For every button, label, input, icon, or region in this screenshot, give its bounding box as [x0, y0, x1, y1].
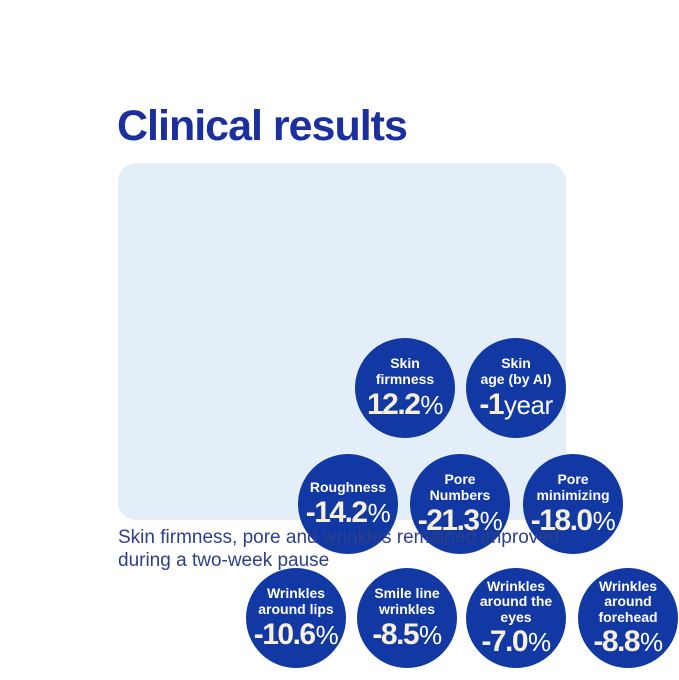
bubble-value: -1: [479, 387, 504, 421]
bubble-wrinkles-lips: Wrinkles around lips -10.6 %: [246, 568, 346, 668]
bubble-pore-minimizing: Pore minimizing -18.0 %: [523, 454, 623, 554]
bubble-value: -8.8: [593, 624, 640, 658]
bubble-label: Roughness: [309, 479, 387, 496]
bubble-wrinkles-eyes: Wrinkles around the eyes -7.0 %: [466, 568, 566, 668]
bubble-value-row: -1 year: [479, 387, 553, 421]
bubble-unit: %: [528, 626, 551, 657]
bubble-label: Wrinkles around the eyes: [479, 578, 553, 625]
bubble-label: Wrinkles around forehead: [598, 578, 658, 625]
bubble-value-row: -8.5 %: [372, 617, 442, 651]
bubble-value-row: -7.0 %: [481, 624, 551, 658]
bubble-value-row: -21.3 %: [417, 503, 503, 537]
bubble-pore-numbers: Pore Numbers -21.3 %: [410, 454, 510, 554]
bubble-skin-age: Skin age (by AI) -1 year: [466, 338, 566, 438]
results-panel: Skin firmness 12.2 % Skin age (by AI) -1…: [118, 163, 678, 668]
bubble-label: Skin firmness: [375, 355, 435, 387]
bubble-value: -14.2: [305, 495, 368, 529]
bubble-unit: %: [592, 505, 616, 536]
page-title: Clinical results: [117, 102, 408, 150]
bubble-unit: %: [367, 497, 391, 528]
bubble-value: -7.0: [481, 624, 528, 658]
bubble-unit: %: [419, 619, 442, 650]
bubble-unit: %: [640, 626, 663, 657]
bubble-roughness: Roughness -14.2 %: [298, 454, 398, 554]
bubble-unit: %: [420, 389, 443, 420]
bubble-smile-line: Smile line wrinkles -8.5 %: [357, 568, 457, 668]
bubble-label: Pore minimizing: [536, 471, 610, 503]
bubble-value-row: -8.8 %: [593, 624, 663, 658]
bubble-value: -21.3: [417, 503, 480, 537]
bubble-value: -10.6: [253, 617, 316, 651]
bubble-skin-firmness: Skin firmness 12.2 %: [355, 338, 455, 438]
bubble-value-row: -14.2 %: [305, 495, 391, 529]
bubble-unit: year: [504, 389, 553, 420]
bubble-label: Wrinkles around lips: [258, 585, 334, 617]
bubble-value-row: -18.0 %: [530, 503, 616, 537]
bubble-label: Skin age (by AI): [480, 355, 552, 387]
bubble-value: -18.0: [530, 503, 593, 537]
bubble-label: Smile line wrinkles: [374, 585, 440, 617]
bubble-value-row: -10.6 %: [253, 617, 339, 651]
bubble-wrinkles-forehead: Wrinkles around forehead -8.8 %: [578, 568, 678, 668]
bubble-value-row: 12.2 %: [366, 387, 444, 421]
bubble-label: Pore Numbers: [429, 471, 491, 503]
bubble-unit: %: [479, 505, 503, 536]
bubble-value: -8.5: [372, 617, 419, 651]
footnote-caption: Skin firmness, pore and wrinkles remaine…: [118, 527, 560, 571]
bubble-unit: %: [315, 619, 339, 650]
bubble-value: 12.2: [366, 387, 421, 421]
